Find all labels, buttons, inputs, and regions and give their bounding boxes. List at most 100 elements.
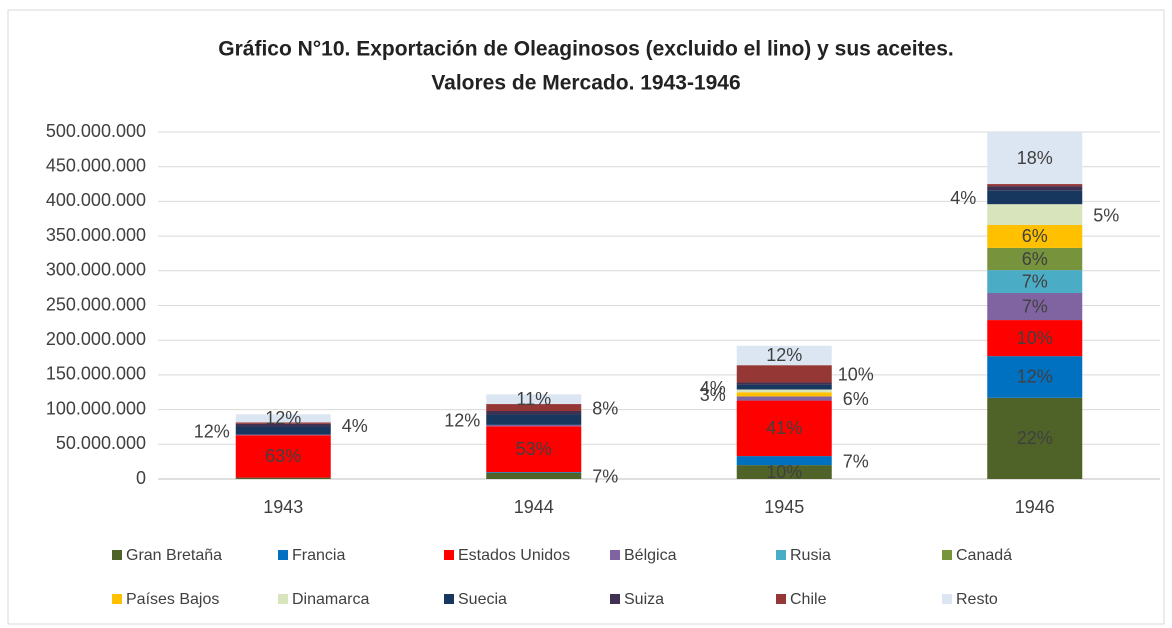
legend-swatch [444, 550, 454, 560]
x-tick-label: 1943 [263, 497, 303, 517]
data-label: 10% [838, 365, 874, 385]
legend-swatch [444, 594, 454, 604]
data-label: 6% [1022, 226, 1048, 246]
data-label: 22% [1017, 428, 1053, 448]
bar-segment [987, 132, 1083, 185]
bar-segment [235, 414, 331, 423]
legend-swatch [278, 550, 288, 560]
bar-segment [987, 190, 1083, 205]
bar-segment [486, 410, 582, 415]
data-label: 63% [265, 446, 301, 466]
legend-label: Estados Unidos [458, 547, 570, 564]
bar-segment [486, 426, 582, 473]
data-label: 11% [516, 389, 551, 409]
data-label: 18% [1017, 148, 1053, 168]
data-label: 53% [516, 439, 552, 459]
data-label: 12% [265, 408, 301, 428]
bar-segment [736, 392, 832, 397]
legend-label: Gran Bretaña [126, 547, 222, 564]
data-label: 6% [843, 389, 869, 409]
bar-segment [736, 465, 832, 479]
bar-segment [987, 320, 1083, 357]
data-label: 3% [700, 385, 726, 405]
bar-segment [987, 397, 1083, 479]
bar-segment [987, 204, 1083, 225]
bar-segment [987, 270, 1083, 294]
legend-swatch [942, 594, 952, 604]
data-label: 12% [444, 410, 480, 430]
bar-segment [486, 414, 582, 425]
y-tick-label: 400.000.000 [46, 190, 146, 210]
y-tick-label: 500.000.000 [46, 121, 146, 141]
y-tick-label: 0 [136, 468, 146, 488]
bar-segment [235, 423, 331, 427]
bar-segment [235, 434, 331, 436]
bar-segment [235, 435, 331, 478]
bar-segment [987, 184, 1083, 187]
data-label: 12% [766, 345, 802, 365]
y-tick-label: 150.000.000 [46, 364, 146, 384]
data-label: 4% [700, 378, 726, 398]
legend-swatch [610, 594, 620, 604]
bar-segment [736, 382, 832, 385]
legend-label: Rusia [790, 547, 831, 564]
legend-label: Dinamarca [292, 591, 369, 608]
bar-segment [987, 293, 1083, 321]
x-tick-label: 1944 [514, 497, 554, 517]
x-tick-label: 1945 [764, 497, 804, 517]
legend-label: Suecia [458, 591, 507, 608]
chart-frame [7, 9, 1165, 625]
y-tick-label: 350.000.000 [46, 225, 146, 245]
data-label: 7% [1022, 271, 1048, 291]
data-label: 5% [1093, 205, 1119, 225]
bar-segment [486, 472, 582, 473]
bar-segment [736, 365, 832, 383]
bar-segment [987, 186, 1083, 191]
data-label: 4% [342, 416, 368, 436]
data-label: 7% [592, 467, 618, 487]
legend-label: Canadá [956, 547, 1012, 564]
bar-segment [235, 422, 331, 424]
data-label: 10% [1017, 328, 1053, 348]
legend-swatch [610, 550, 620, 560]
y-tick-label: 50.000.000 [56, 433, 146, 453]
bar-segment [486, 404, 582, 411]
legend-swatch [112, 550, 122, 560]
data-label: 8% [592, 398, 618, 418]
bar-segment [235, 477, 331, 479]
chart-title: Gráfico N°10. Exportación de Oleaginosos… [218, 38, 953, 61]
y-tick-label: 200.000.000 [46, 329, 146, 349]
bar-segment [736, 389, 832, 393]
data-label: 6% [1022, 249, 1048, 269]
bar-segment [736, 384, 832, 390]
bar-segment [486, 394, 582, 405]
bar-segment [486, 424, 582, 427]
y-tick-label: 450.000.000 [46, 155, 146, 175]
legend-label: Suiza [624, 591, 664, 608]
legend-swatch [112, 594, 122, 604]
legend-label: Bélgica [624, 547, 677, 564]
legend-swatch [776, 550, 786, 560]
data-label: 7% [843, 451, 869, 471]
chart-subtitle: Valores de Mercado. 1943-1946 [431, 72, 740, 95]
data-label: 4% [950, 188, 976, 208]
data-label: 12% [194, 421, 230, 441]
y-tick-label: 250.000.000 [46, 294, 146, 314]
y-tick-label: 100.000.000 [46, 398, 146, 418]
bar-segment [235, 426, 331, 435]
x-tick-label: 1946 [1015, 497, 1055, 517]
bar-segment [736, 345, 832, 366]
data-label: 41% [766, 418, 802, 438]
bar-segment [736, 456, 832, 466]
y-tick-label: 300.000.000 [46, 260, 146, 280]
bar-segment [736, 400, 832, 457]
bar-segment [486, 472, 582, 479]
bar-segment [736, 396, 832, 401]
data-label: 12% [1017, 367, 1053, 387]
legend-label: Países Bajos [126, 591, 219, 608]
legend-swatch [776, 594, 786, 604]
bar-segment [987, 224, 1083, 248]
data-label: 7% [1022, 296, 1048, 316]
data-label: 10% [766, 462, 802, 482]
